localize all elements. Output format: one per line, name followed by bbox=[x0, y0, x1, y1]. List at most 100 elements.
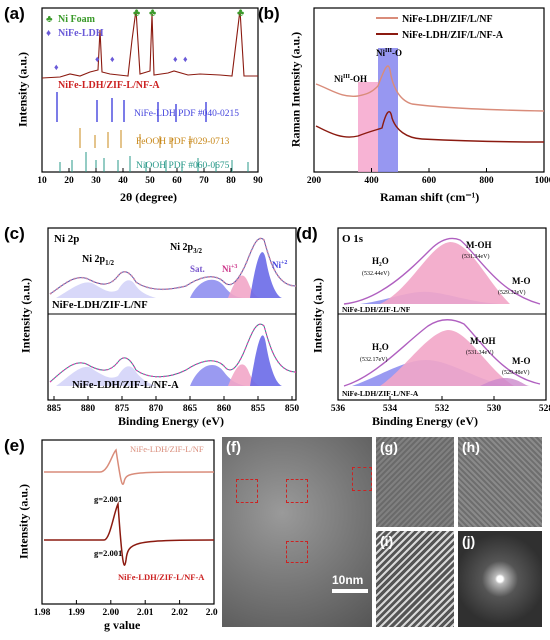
xrd-plot: ♣ ♣ ♣ ♦ ♦ ♦ ♦ ♦ ♣ Ni Foam ♦ NiFe-LDH NiF… bbox=[0, 0, 270, 210]
sample-label: NiFe-LDH/ZIF-L/NF-A bbox=[58, 80, 160, 91]
x-tick-label: 2.01 bbox=[137, 608, 154, 618]
legend-symbol: ♣ bbox=[46, 14, 53, 25]
ni-oh-annotation: NiIII-OH bbox=[334, 74, 367, 84]
legend-nife-ldh: NiFe-LDH bbox=[58, 28, 104, 39]
tem-image-f: 10nm (f) bbox=[222, 437, 372, 627]
panel-b: NiFe-LDH/ZIF/L/NF NiFe-LDH/ZIF/L/NF-A Ni… bbox=[272, 0, 550, 210]
ref-label: FeOOH PDF #029-0713 bbox=[136, 137, 230, 147]
ni3-label: Ni+3 bbox=[222, 264, 237, 274]
panel-label: (j) bbox=[462, 533, 475, 549]
x-tick-label: 850 bbox=[285, 404, 300, 414]
sat-label: Sat. bbox=[190, 264, 205, 274]
ldh-marker: ♦ bbox=[95, 54, 100, 64]
hrtem-image-g: (g) bbox=[376, 437, 454, 527]
h2o-label: H₂O bbox=[372, 256, 389, 266]
core-level-title: Ni 2p bbox=[54, 233, 79, 245]
scale-label: 10nm bbox=[332, 573, 363, 587]
moh-value: (531.34eV) bbox=[466, 349, 494, 356]
x-tick-label: 2.03 bbox=[206, 608, 218, 618]
y-axis-label: Intensity (a.u.) bbox=[19, 266, 34, 366]
g-value-bottom: g=2.001 bbox=[94, 548, 122, 558]
x-tick-label: 600 bbox=[422, 176, 437, 186]
mo-label: M-O bbox=[512, 356, 531, 366]
x-tick-label: 400 bbox=[364, 176, 379, 186]
ni2-label: Ni+2 bbox=[272, 260, 287, 270]
sample-bottom: NiFe-LDH/ZIF-L/NF-A bbox=[118, 572, 205, 582]
x-tick-label: 528 bbox=[539, 404, 550, 414]
panel-c: Ni 2p Ni 2p1/2 Ni 2p3/2 Sat. Ni+3 Ni+2 N… bbox=[0, 220, 300, 432]
panel-label: (f) bbox=[226, 439, 241, 456]
x-tick-label: 885 bbox=[47, 404, 62, 414]
moh-label: M-OH bbox=[470, 336, 496, 346]
roi-box bbox=[286, 479, 308, 503]
hrtem-image-i: (i) bbox=[376, 531, 454, 627]
x-axis-label: Raman shift (cm⁻¹) bbox=[380, 190, 479, 205]
x-axis-label: 2θ (degree) bbox=[120, 190, 177, 205]
mo-value: (529.48eV) bbox=[502, 369, 530, 376]
ldh-marker: ♦ bbox=[54, 62, 59, 72]
ref-label: NiFe-LDH PDF #040-0215 bbox=[134, 109, 239, 119]
x-tick-label: 70 bbox=[199, 176, 209, 186]
xps-o-plot: O 1s H₂O (532.44eV) M-OH (531.34eV) M-O … bbox=[300, 220, 550, 432]
panel-label: (a) bbox=[4, 4, 25, 24]
ni-foam-marker: ♣ bbox=[237, 7, 244, 19]
legend-symbol: ♦ bbox=[46, 28, 51, 39]
x-axis-label: Binding Energy (eV) bbox=[372, 414, 478, 429]
x-tick-label: 1.99 bbox=[68, 608, 85, 618]
panel-d: O 1s H₂O (532.44eV) M-OH (531.34eV) M-O … bbox=[300, 220, 550, 432]
x-tick-label: 90 bbox=[253, 176, 263, 186]
x-tick-label: 30 bbox=[91, 176, 101, 186]
h2o-label: H₂O bbox=[372, 342, 389, 352]
g-value-top: g=2.001 bbox=[94, 494, 122, 504]
ldh-marker: ♦ bbox=[110, 54, 115, 64]
p32-label: Ni 2p3/2 bbox=[170, 242, 203, 255]
x-tick-label: 800 bbox=[479, 176, 494, 186]
roi-box bbox=[236, 479, 258, 503]
epr-curve-nf bbox=[44, 450, 214, 484]
raman-curve-nfa bbox=[316, 112, 544, 142]
y-axis-label: Raman Intensity (a.u.) bbox=[289, 20, 304, 160]
legend-nfa: NiFe-LDH/ZIF/L/NF-A bbox=[402, 30, 504, 41]
h2o-value: (532.44eV) bbox=[362, 270, 390, 277]
roi-box bbox=[286, 541, 308, 563]
moh-value: (531.34eV) bbox=[462, 253, 490, 260]
h2o-value: (532.17eV) bbox=[360, 356, 388, 363]
x-tick-label: 50 bbox=[145, 176, 155, 186]
x-tick-label: 532 bbox=[435, 404, 450, 414]
legend-ni-foam: Ni Foam bbox=[58, 14, 96, 25]
fft-image-j: (j) bbox=[458, 531, 542, 627]
ldh-marker: ♦ bbox=[173, 54, 178, 64]
sample-bottom: NiFe-LDH/ZIF-L/NF-A bbox=[72, 380, 179, 391]
x-tick-label: 60 bbox=[172, 176, 182, 186]
roi-box bbox=[352, 467, 372, 491]
panel-e: NiFe-LDH/ZIF-L/NF g=2.001 g=2.001 NiFe-L… bbox=[0, 432, 218, 635]
panel-label: (c) bbox=[4, 224, 25, 244]
legend-nf: NiFe-LDH/ZIF/L/NF bbox=[402, 14, 493, 25]
x-axis-label: Binding Energy (eV) bbox=[118, 414, 224, 429]
p12-label: Ni 2p1/2 bbox=[82, 254, 115, 267]
epr-plot: NiFe-LDH/ZIF-L/NF g=2.001 g=2.001 NiFe-L… bbox=[0, 432, 218, 635]
panel-label: (b) bbox=[258, 4, 280, 24]
x-tick-label: 80 bbox=[226, 176, 236, 186]
ni-foam-marker: ♣ bbox=[149, 7, 156, 19]
moh-label: M-OH bbox=[466, 240, 492, 250]
x-tick-label: 880 bbox=[81, 404, 96, 414]
x-tick-label: 20 bbox=[64, 176, 74, 186]
x-tick-label: 10 bbox=[37, 176, 47, 186]
panel-label: (d) bbox=[296, 224, 318, 244]
x-tick-label: 870 bbox=[149, 404, 164, 414]
x-tick-label: 536 bbox=[331, 404, 346, 414]
x-tick-label: 860 bbox=[217, 404, 232, 414]
x-tick-label: 534 bbox=[383, 404, 398, 414]
sample-bottom: NiFe-LDH/ZIF-L/NF-A bbox=[342, 389, 419, 398]
raman-plot: NiFe-LDH/ZIF/L/NF NiFe-LDH/ZIF/L/NF-A Ni… bbox=[272, 0, 550, 210]
x-tick-label: 200 bbox=[307, 176, 322, 186]
x-tick-label: 1.98 bbox=[34, 608, 51, 618]
scale-bar bbox=[332, 589, 368, 593]
x-tick-label: 855 bbox=[251, 404, 266, 414]
x-axis-label: g value bbox=[104, 618, 140, 633]
x-tick-label: 875 bbox=[115, 404, 130, 414]
y-axis-label: Intensity (a.u.) bbox=[17, 472, 32, 572]
x-tick-label: 1000 bbox=[535, 176, 550, 186]
ni-foam-marker: ♣ bbox=[133, 7, 140, 19]
